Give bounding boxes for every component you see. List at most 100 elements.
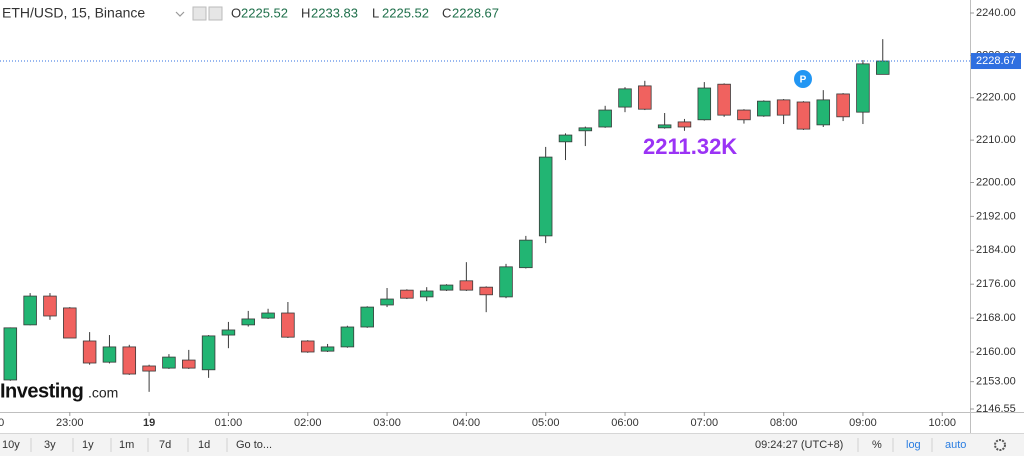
- candle-body: [360, 306, 374, 328]
- symbol-title: ETH/USD, 15, Binance: [2, 5, 145, 21]
- settings-gear[interactable]: [994, 439, 1006, 451]
- y-tick-label: 2184.00: [976, 244, 1016, 256]
- candle-body: [201, 335, 216, 371]
- candle-body: [479, 286, 493, 296]
- candle-body: [162, 356, 176, 369]
- toolbar: [0, 433, 1024, 456]
- candle-body: [499, 266, 513, 298]
- clock: 09:24:27 (UTC+8): [755, 439, 843, 451]
- y-tick-label: 2192.00: [976, 210, 1016, 222]
- x-tick-label: 01:00: [215, 417, 243, 429]
- candle-body: [638, 85, 652, 110]
- y-tick-label: 2176.00: [976, 278, 1016, 290]
- candle-body: [776, 99, 791, 116]
- y-tick-label: 2146.55: [976, 403, 1016, 415]
- x-tick-label: 23:00: [56, 417, 84, 429]
- candle-body: [757, 100, 771, 117]
- candle-body: [538, 156, 553, 237]
- candle-body: [82, 340, 97, 364]
- candle-body: [439, 284, 454, 291]
- ohlc-value: 2228.67: [452, 5, 499, 20]
- y-tick-label: 2200.00: [976, 176, 1016, 188]
- badge-label: P: [800, 75, 807, 86]
- candle-body: [578, 127, 593, 132]
- candle-body: [796, 101, 811, 130]
- candle-body: [737, 109, 751, 121]
- candle-body: [876, 60, 890, 75]
- range-button[interactable]: 10y: [2, 439, 20, 451]
- y-tick-label: 2210.00: [976, 134, 1016, 146]
- plot-area: [3, 39, 890, 392]
- candle-body: [63, 307, 77, 339]
- candle-body: [380, 298, 394, 306]
- candle-body: [618, 88, 632, 108]
- candle-body: [3, 327, 18, 381]
- candle-body: [717, 83, 731, 116]
- candle-body: [320, 346, 335, 352]
- range-button[interactable]: 3y: [44, 439, 56, 451]
- candle-body: [142, 365, 156, 372]
- price-label: 2228.67: [976, 55, 1016, 67]
- ohlc-value: 2225.52: [382, 5, 429, 20]
- candle-body: [241, 318, 255, 326]
- goto-button[interactable]: Go to...: [236, 439, 272, 451]
- y-tick-label: 2240.00: [976, 7, 1016, 19]
- candle-body: [419, 290, 434, 298]
- range-button[interactable]: 1y: [82, 439, 94, 451]
- candle-body: [400, 289, 414, 299]
- log-button[interactable]: log: [906, 439, 921, 451]
- candle-body: [677, 121, 692, 128]
- annotation: 2211.32K: [643, 134, 737, 159]
- candle-body: [261, 312, 275, 319]
- badge[interactable]: [794, 70, 812, 88]
- candle-body: [697, 87, 712, 121]
- candle-body: [340, 326, 355, 348]
- candle-body: [102, 346, 117, 363]
- hide-icon[interactable]: [208, 6, 223, 21]
- candle-body: [519, 239, 533, 269]
- candle-body: [182, 359, 196, 369]
- y-tick-label: 2168.00: [976, 312, 1016, 324]
- candle-body: [300, 340, 315, 353]
- ohlc-label: O: [231, 5, 241, 20]
- watermark-suffix: .com: [88, 385, 118, 401]
- ohlc-label: H: [301, 5, 310, 20]
- candle-body: [221, 329, 236, 336]
- range-button[interactable]: 1d: [198, 439, 210, 451]
- ohlc-label: L: [372, 5, 379, 20]
- candle-body: [43, 295, 57, 317]
- candle-body: [657, 124, 672, 129]
- x-tick-label: 08:00: [770, 417, 798, 429]
- dropdown-icon[interactable]: [175, 11, 185, 17]
- candle-body: [558, 134, 573, 143]
- auto-button[interactable]: auto: [945, 439, 966, 451]
- candle-body: [836, 93, 850, 118]
- range-button[interactable]: 1m: [119, 439, 134, 451]
- y-tick-label: 2153.00: [976, 376, 1016, 388]
- x-tick-label: 03:00: [373, 417, 401, 429]
- price-label-box: [971, 53, 1021, 70]
- range-button[interactable]: 7d: [159, 439, 171, 451]
- y-tick-label: 2160.00: [976, 346, 1016, 358]
- candle-body: [122, 346, 137, 375]
- y-tick-label: 2220.00: [976, 92, 1016, 104]
- ohlc-value: 2225.52: [241, 5, 288, 20]
- x-tick-label: 04:00: [453, 417, 481, 429]
- candle-body: [598, 109, 612, 128]
- x-tick-label: 09:00: [849, 417, 877, 429]
- x-tick-label: 19: [143, 417, 155, 429]
- percent-button[interactable]: %: [872, 439, 882, 451]
- x-tick-label: 05:00: [532, 417, 560, 429]
- ohlc-value: 2233.83: [311, 5, 358, 20]
- candle-body: [459, 280, 474, 291]
- candle-body: [816, 99, 831, 126]
- ohlc-label: C: [442, 5, 451, 20]
- x-tick-label: 22:00: [0, 417, 4, 429]
- candle-body: [856, 63, 870, 113]
- settings-icon[interactable]: [192, 6, 207, 21]
- x-tick-label: 07:00: [691, 417, 719, 429]
- candle-body: [281, 312, 295, 338]
- candle-body: [23, 295, 37, 326]
